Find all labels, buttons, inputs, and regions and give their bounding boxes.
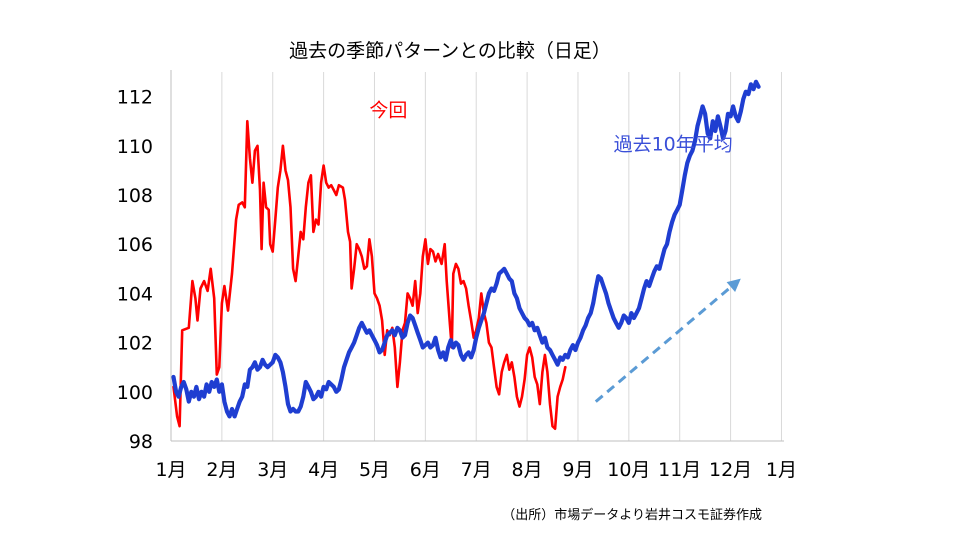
chart-title: 過去の季節パターンとの比較（日足） xyxy=(289,40,611,62)
y-axis-ticks: 98 100 102 104 106 108 110 112 xyxy=(117,87,153,453)
x-tick-label-11: 12月 xyxy=(709,459,752,481)
x-tick-label-1: 2月 xyxy=(206,459,237,481)
x-tick-label-12: 1月 xyxy=(766,459,797,481)
x-tick-label-5: 6月 xyxy=(410,459,441,481)
x-tick-label-3: 4月 xyxy=(308,459,339,481)
series-line-current xyxy=(172,119,567,430)
grid-lines xyxy=(221,72,782,441)
y-tick-label-106: 106 xyxy=(117,234,153,256)
trend-arrow-shaft xyxy=(594,285,732,403)
y-tick-label-104: 104 xyxy=(117,283,153,305)
y-tick-label-100: 100 xyxy=(117,382,153,404)
series-line-ten-year-average xyxy=(171,79,761,419)
x-tick-label-9: 10月 xyxy=(607,459,650,481)
y-tick-label-108: 108 xyxy=(117,185,153,207)
y-tick-label-98: 98 xyxy=(129,431,153,453)
axes xyxy=(170,70,784,442)
source-note: （出所）市場データより岩井コスモ証券作成 xyxy=(502,507,762,523)
label-current: 今回 xyxy=(369,99,407,121)
y-tick-label-112: 112 xyxy=(117,87,153,109)
series-layer xyxy=(171,79,761,430)
x-tick-label-2: 3月 xyxy=(257,459,288,481)
x-tick-label-10: 11月 xyxy=(658,459,701,481)
x-tick-label-7: 8月 xyxy=(512,459,543,481)
x-tick-label-0: 1月 xyxy=(155,459,186,481)
label-ten-year-average: 過去10年平均 xyxy=(614,134,733,156)
x-tick-label-6: 7月 xyxy=(461,459,492,481)
x-axis-ticks: 1月 2月 3月 4月 5月 6月 7月 8月 9月 10月 11月 12月 1月 xyxy=(155,459,797,481)
y-tick-label-102: 102 xyxy=(117,333,153,355)
x-tick-label-8: 9月 xyxy=(562,459,593,481)
y-tick-label-110: 110 xyxy=(117,136,153,158)
trend-arrow-head xyxy=(726,278,741,292)
trend-arrow xyxy=(594,278,741,403)
x-tick-label-4: 5月 xyxy=(359,459,390,481)
